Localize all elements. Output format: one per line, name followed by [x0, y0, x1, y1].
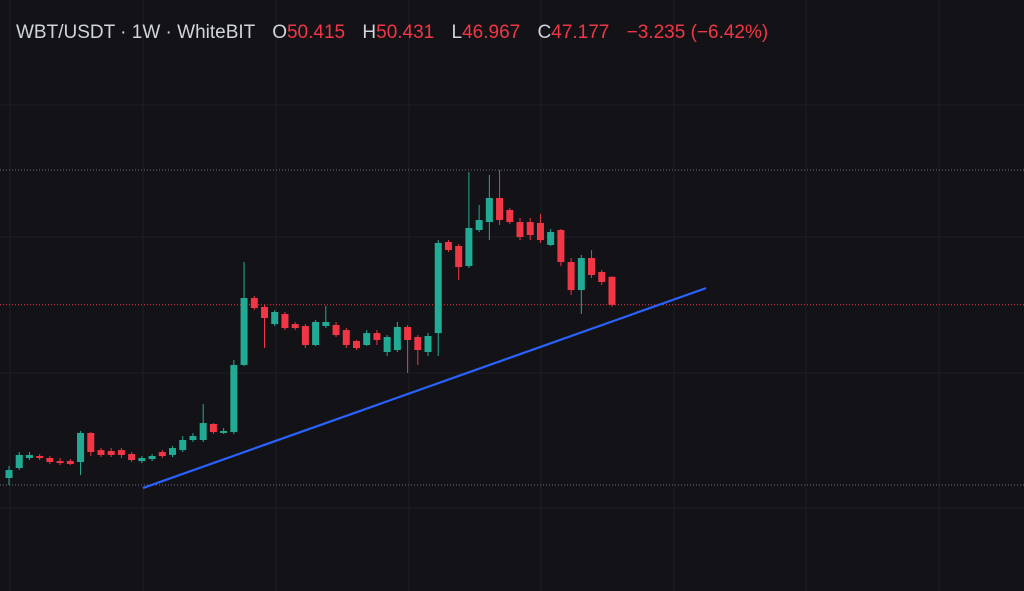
candle-body	[363, 333, 371, 345]
ohlc-value: 50.431	[376, 22, 435, 43]
candle-body	[97, 450, 105, 455]
candle-body	[169, 448, 177, 455]
change: −3.235	[626, 22, 686, 43]
candle-body	[66, 461, 74, 464]
legend-header: WBT/USDT · 1W · WhiteBIT O50.415 H50.431…	[16, 22, 768, 44]
candle-body	[547, 231, 555, 245]
ohlc-label: L	[451, 22, 463, 43]
candle-body	[117, 450, 125, 455]
candle-body	[87, 432, 95, 453]
candle-body	[444, 242, 452, 250]
candle-body	[393, 326, 401, 351]
candle-body	[312, 321, 320, 345]
candle-body	[271, 312, 279, 325]
candle-body	[352, 341, 360, 349]
ohlc-value: 47.177	[551, 22, 610, 43]
candle-body	[107, 450, 115, 455]
candle-body	[424, 335, 432, 353]
candle-body	[506, 210, 514, 223]
candle-body	[199, 423, 207, 441]
candle-body	[588, 258, 596, 275]
candle-body	[15, 454, 23, 469]
candle-body	[598, 272, 606, 283]
candle-body	[404, 326, 412, 340]
candle-body	[77, 432, 85, 462]
candle-body	[138, 458, 146, 462]
candle-body	[455, 246, 463, 268]
candle-body	[36, 456, 44, 459]
candle-body	[608, 276, 616, 305]
candle-body	[148, 456, 156, 460]
candle-body	[557, 229, 565, 263]
candle-body	[301, 326, 309, 345]
candle-body	[209, 423, 217, 433]
ohlc-value: 46.967	[462, 22, 521, 43]
candle-body	[322, 321, 330, 327]
candle-body	[179, 440, 187, 451]
candle-body	[414, 337, 422, 351]
candle-body	[577, 258, 585, 291]
candle-body	[383, 337, 391, 353]
candle-body	[567, 262, 575, 291]
ohlc-value: 50.415	[286, 22, 346, 43]
ohlc-label: H	[362, 22, 377, 43]
candle-body	[434, 242, 442, 334]
candle-body	[373, 333, 381, 340]
candle-body	[342, 330, 350, 345]
candle-body	[465, 228, 473, 266]
ohlc-label: O	[272, 22, 287, 43]
candle-body	[485, 197, 493, 223]
candle-body	[496, 197, 504, 221]
candle-body	[261, 307, 268, 318]
candle-body	[158, 452, 166, 457]
ohlc-label: C	[537, 22, 552, 43]
candle-body	[516, 222, 524, 238]
candle-body	[128, 454, 136, 460]
candle-body	[526, 222, 534, 236]
candle-body	[220, 431, 228, 433]
symbol-title: WBT/USDT · 1W · WhiteBIT	[16, 22, 255, 43]
candle-body	[250, 298, 258, 309]
candle-body	[332, 325, 340, 336]
trend-line	[142, 287, 707, 490]
candle-body	[25, 454, 33, 459]
candle-body	[46, 458, 54, 462]
candle-body	[230, 364, 238, 433]
candle-body	[189, 436, 197, 441]
candle-body	[56, 461, 64, 464]
change-pct: (−6.42%)	[690, 22, 769, 43]
candle-body	[240, 298, 248, 365]
candle-body	[281, 314, 289, 329]
candle-body	[5, 470, 13, 478]
candle-body	[475, 220, 483, 230]
candle-body	[536, 222, 544, 241]
candle-body	[291, 324, 299, 329]
